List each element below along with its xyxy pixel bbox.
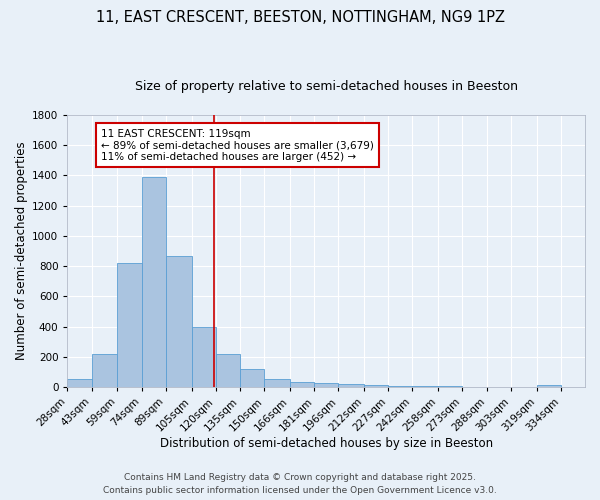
Bar [412, 386, 438, 387]
Bar [314, 383, 338, 387]
Y-axis label: Number of semi-detached properties: Number of semi-detached properties [15, 142, 28, 360]
Bar [67, 380, 92, 387]
Bar [191, 326, 216, 387]
Text: 11, EAST CRESCENT, BEESTON, NOTTINGHAM, NG9 1PZ: 11, EAST CRESCENT, BEESTON, NOTTINGHAM, … [95, 10, 505, 25]
Bar [240, 369, 264, 387]
Bar [290, 382, 314, 387]
Bar [264, 380, 290, 387]
Bar [364, 385, 388, 387]
Text: Contains HM Land Registry data © Crown copyright and database right 2025.
Contai: Contains HM Land Registry data © Crown c… [103, 474, 497, 495]
Bar [92, 354, 118, 387]
Title: Size of property relative to semi-detached houses in Beeston: Size of property relative to semi-detach… [135, 80, 518, 93]
Bar [166, 256, 191, 387]
Bar [338, 384, 364, 387]
Bar [388, 386, 412, 387]
Bar [536, 386, 561, 387]
Text: 11 EAST CRESCENT: 119sqm
← 89% of semi-detached houses are smaller (3,679)
11% o: 11 EAST CRESCENT: 119sqm ← 89% of semi-d… [101, 128, 374, 162]
Bar [118, 263, 142, 387]
Bar [216, 354, 240, 387]
Bar [142, 177, 166, 387]
X-axis label: Distribution of semi-detached houses by size in Beeston: Distribution of semi-detached houses by … [160, 437, 493, 450]
